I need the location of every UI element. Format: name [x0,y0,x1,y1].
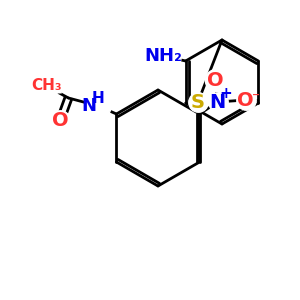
Text: O: O [237,91,254,110]
Text: +: + [219,86,232,101]
Text: NH₂: NH₂ [145,47,183,65]
Text: O: O [52,110,69,130]
Text: S: S [191,92,205,112]
Text: ⁻: ⁻ [252,91,260,106]
Text: H: H [92,91,105,106]
Text: O: O [207,70,224,89]
Text: CH₃: CH₃ [31,79,62,94]
Text: N: N [81,97,96,115]
Text: N: N [209,92,226,112]
